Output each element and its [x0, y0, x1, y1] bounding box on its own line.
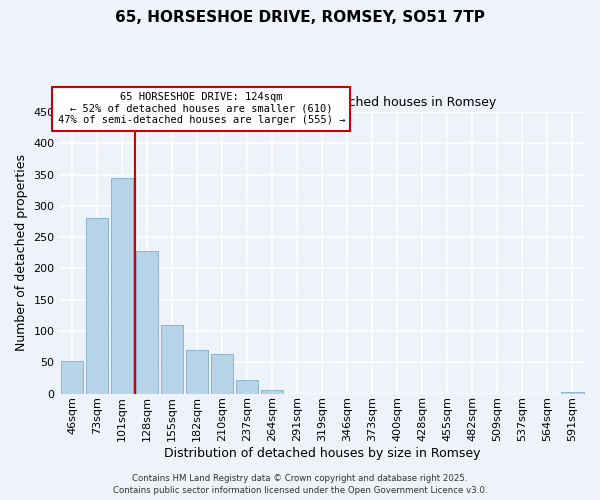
Text: 65 HORSESHOE DRIVE: 124sqm
← 52% of detached houses are smaller (610)
47% of sem: 65 HORSESHOE DRIVE: 124sqm ← 52% of deta…	[58, 92, 345, 126]
Title: Size of property relative to detached houses in Romsey: Size of property relative to detached ho…	[149, 96, 496, 110]
Y-axis label: Number of detached properties: Number of detached properties	[15, 154, 28, 351]
Text: Contains HM Land Registry data © Crown copyright and database right 2025.
Contai: Contains HM Land Registry data © Crown c…	[113, 474, 487, 495]
Bar	[161, 324, 184, 394]
Bar	[261, 390, 283, 394]
Bar	[111, 178, 133, 394]
Bar	[86, 218, 109, 394]
Bar	[136, 251, 158, 394]
Bar	[236, 380, 259, 394]
Bar	[61, 361, 83, 394]
Bar	[186, 350, 208, 394]
Bar	[211, 354, 233, 394]
X-axis label: Distribution of detached houses by size in Romsey: Distribution of detached houses by size …	[164, 447, 481, 460]
Bar	[561, 392, 584, 394]
Text: 65, HORSESHOE DRIVE, ROMSEY, SO51 7TP: 65, HORSESHOE DRIVE, ROMSEY, SO51 7TP	[115, 10, 485, 25]
